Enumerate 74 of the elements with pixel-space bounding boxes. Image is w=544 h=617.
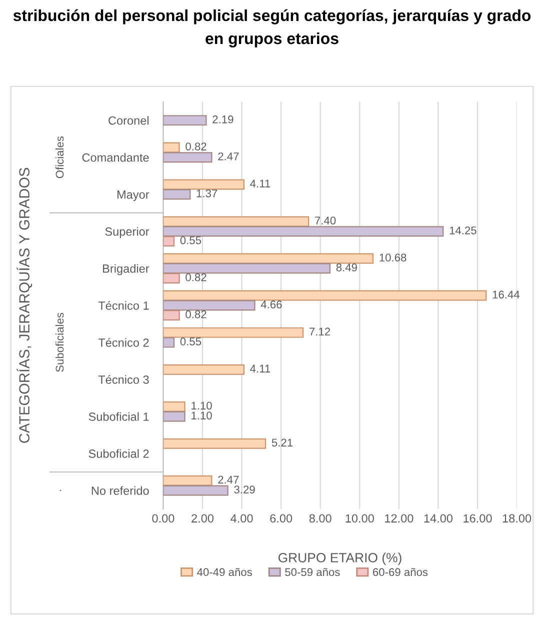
bar: [163, 290, 487, 301]
y-tick-label: Técnico 1: [98, 301, 149, 310]
bar: [163, 485, 228, 496]
data-label: 7.40: [315, 216, 336, 224]
data-label: 1.10: [192, 402, 212, 410]
x-tick-label: 16.00: [464, 514, 492, 523]
bar: [163, 364, 244, 375]
bar: [163, 115, 207, 126]
data-label: 0.55: [180, 338, 202, 346]
y-tick-label: Coronel: [108, 116, 149, 125]
data-label: 4.11: [250, 364, 270, 372]
legend-label: 40-49 años: [197, 568, 252, 576]
data-label: 3.29: [234, 486, 255, 494]
y-tick-label: Comandante: [82, 153, 149, 162]
bar: [163, 236, 175, 246]
x-tick-label: 14.00: [424, 514, 453, 523]
data-label: 2.47: [218, 152, 239, 160]
y-tick-label: Técnico 2: [98, 338, 149, 347]
bar: [163, 310, 180, 321]
data-label: 1.37: [196, 189, 218, 198]
data-label: 0.82: [186, 273, 206, 282]
bar: [163, 142, 180, 153]
data-label: 7.12: [310, 328, 330, 336]
x-tick-label: 8.00: [309, 514, 332, 523]
data-label: 1.10: [192, 412, 212, 420]
x-tick-label: 10.00: [346, 514, 374, 523]
bar: [163, 475, 212, 486]
y-tick-label: Superior: [105, 227, 150, 238]
chart-title: stribución del personal policial según categorías, jerarquías y grado en grupos etarios: [13, 9, 531, 48]
text: Oficiales: [55, 136, 64, 178]
data-label: 10.68: [380, 254, 406, 262]
y-tick-label: Suboficial 2: [88, 449, 149, 458]
x-tick-label: 6.00: [270, 514, 292, 523]
bar: [163, 152, 212, 163]
bar: [163, 300, 256, 311]
text: ·: [60, 490, 62, 492]
data-label: 0.55: [180, 236, 202, 244]
bar: [163, 263, 331, 274]
y-tick-label: Mayor: [117, 190, 150, 202]
data-label: 4.66: [260, 300, 282, 308]
bar: [163, 253, 374, 264]
y-tick-label: Técnico 3: [98, 375, 149, 384]
bar: [163, 226, 444, 237]
data-label: 2.19: [212, 115, 234, 124]
y-axis-title: CATEGORÍAS, JERARQUÍAS Y GRADOS: [16, 168, 32, 443]
text: Suboficiales: [55, 312, 64, 372]
y-tick-label: Suboficial 1: [88, 412, 149, 421]
legend-label: 50-59 años: [285, 568, 340, 576]
data-label: 14.25: [450, 226, 476, 234]
x-tick-label: 18.00: [502, 514, 532, 523]
bar: [163, 401, 186, 412]
data-label: 8.49: [336, 264, 357, 272]
x-tick-label: 2.00: [192, 514, 214, 523]
x-tick-label: 0.00: [152, 514, 174, 523]
bar: [163, 189, 191, 200]
x-tick-label: 4.00: [230, 514, 253, 523]
data-label: 16.44: [492, 290, 520, 299]
data-label: 4.11: [250, 180, 270, 188]
bar: [163, 327, 304, 338]
legend-label: 60-69 años: [373, 568, 428, 576]
y-tick-label: Brigadier: [103, 264, 150, 276]
bar: [163, 273, 180, 284]
x-tick-label: 12.00: [385, 514, 414, 523]
data-label: 0.82: [186, 310, 206, 318]
data-label: 2.47: [218, 476, 239, 484]
bar: [163, 216, 310, 227]
bar: [163, 337, 175, 348]
x-axis-title: GRUPO ETARIO (%): [278, 552, 402, 565]
data-label: 0.82: [186, 142, 206, 150]
y-tick-label: No referido: [92, 486, 149, 495]
bar: [163, 411, 186, 422]
bar: [163, 438, 266, 449]
bar: [163, 179, 244, 190]
data-label: 5.21: [272, 438, 293, 447]
